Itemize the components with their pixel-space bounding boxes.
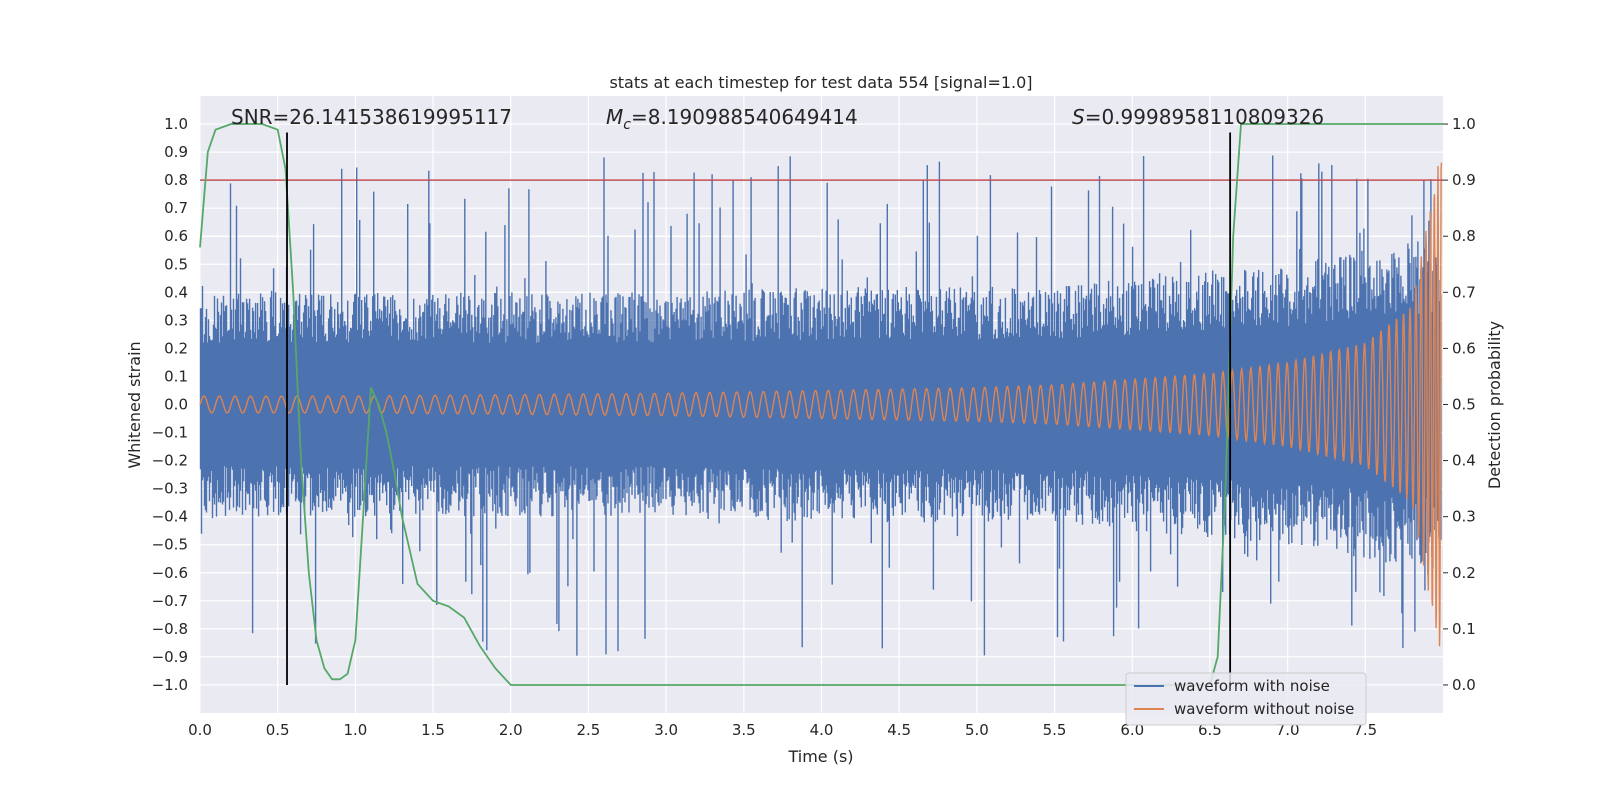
chart-title: stats at each timestep for test data 554… [609, 73, 1032, 92]
y-tick-label: 1.0 [164, 115, 188, 133]
y-tick-label: −0.9 [152, 648, 188, 666]
x-tick-label: 1.0 [343, 721, 367, 739]
y-tick-label: 0.4 [164, 283, 188, 301]
legend-label-clean: waveform without noise [1174, 700, 1354, 718]
chirp-mass-subscript: c [623, 117, 631, 133]
y2-tick-label: 0.9 [1452, 171, 1476, 189]
y2-tick-label: 0.1 [1452, 620, 1476, 638]
x-tick-label: 1.5 [421, 721, 445, 739]
s-annotation: S=0.9998958110809326 [1072, 105, 1324, 129]
s-value: =0.9998958110809326 [1085, 105, 1324, 129]
y-tick-label: −0.6 [152, 564, 188, 582]
y-tick-label: 0.8 [164, 171, 188, 189]
y2-tick-label: 0.5 [1452, 396, 1476, 414]
y2-tick-label: 1.0 [1452, 115, 1476, 133]
y2-tick-label: 0.8 [1452, 227, 1476, 245]
y-tick-label: −0.1 [152, 424, 188, 442]
x-tick-label: 2.5 [577, 721, 601, 739]
y-tick-label: 0.3 [164, 311, 188, 329]
legend-label-noisy: waveform with noise [1174, 677, 1330, 695]
y-tick-label: −0.2 [152, 452, 188, 470]
y-tick-label: 0.2 [164, 339, 188, 357]
snr-annotation: SNR=26.141538619995117 [231, 105, 512, 129]
x-tick-label: 5.0 [965, 721, 989, 739]
y-tick-label: −0.8 [152, 620, 188, 638]
x-tick-label: 4.0 [810, 721, 834, 739]
chirp-mass-value: =8.190988540649414 [631, 105, 858, 129]
s-symbol: S [1072, 105, 1085, 129]
x-tick-label: 0.0 [188, 721, 212, 739]
chirp-mass-symbol: M [606, 105, 623, 129]
y2-tick-label: 0.7 [1452, 283, 1476, 301]
y2-tick-label: 0.6 [1452, 339, 1476, 357]
x-tick-label: 3.0 [654, 721, 678, 739]
y2-tick-label: 0.0 [1452, 676, 1476, 694]
y-tick-label: 0.6 [164, 227, 188, 245]
y2-tick-label: 0.3 [1452, 508, 1476, 526]
y-tick-labels: −1.0 −0.9 −0.8 −0.7 −0.6 −0.5 −0.4 −0.3 −0.2 −0.1… [152, 115, 188, 694]
x-tick-label: 3.5 [732, 721, 756, 739]
y-tick-label: 0.5 [164, 255, 188, 273]
y-axis-label: Whitened strain [125, 341, 144, 468]
y2-tick-label: 0.2 [1452, 564, 1476, 582]
x-axis-label: Time (s) [787, 747, 853, 766]
y2-tick-labels: 0.0 0.1 0.2 0.3 0.4 0.5 0.6 0.7 0.8 0.9 1.0 [1452, 115, 1476, 694]
x-tick-label: 4.5 [887, 721, 911, 739]
legend-box [1125, 672, 1367, 726]
x-tick-labels: 0.0 0.5 1.0 1.5 2.0 2.5 3.0 3.5 4.0 4.5 5.0 5.5 6.0 6… [188, 721, 1377, 739]
y-tick-label: 0.9 [164, 143, 188, 161]
y2-tick-label: 0.4 [1452, 452, 1476, 470]
y-tick-label: −1.0 [152, 676, 188, 694]
chirp-mass-annotation: Mc=8.190988540649414 [606, 105, 858, 133]
y-tick-label: 0.7 [164, 199, 188, 217]
x-tick-label: 0.5 [266, 721, 290, 739]
y-tick-label: −0.7 [152, 592, 188, 610]
y-tick-label: −0.5 [152, 536, 188, 554]
series-waveform-without-noise [199, 162, 1443, 647]
x-tick-label: 5.5 [1043, 721, 1067, 739]
y2-axis-label: Detection probability [1485, 321, 1504, 489]
x-tick-label: 2.0 [499, 721, 523, 739]
event-markers [286, 132, 1232, 685]
y-tick-label: −0.4 [152, 508, 188, 526]
y-tick-label: −0.3 [152, 480, 188, 498]
legend: waveform with noise waveform without noi… [1125, 672, 1367, 726]
clean-waveform-path [199, 162, 1443, 647]
y-tick-label: 0.0 [164, 396, 188, 414]
y-tick-label: 0.1 [164, 367, 188, 385]
